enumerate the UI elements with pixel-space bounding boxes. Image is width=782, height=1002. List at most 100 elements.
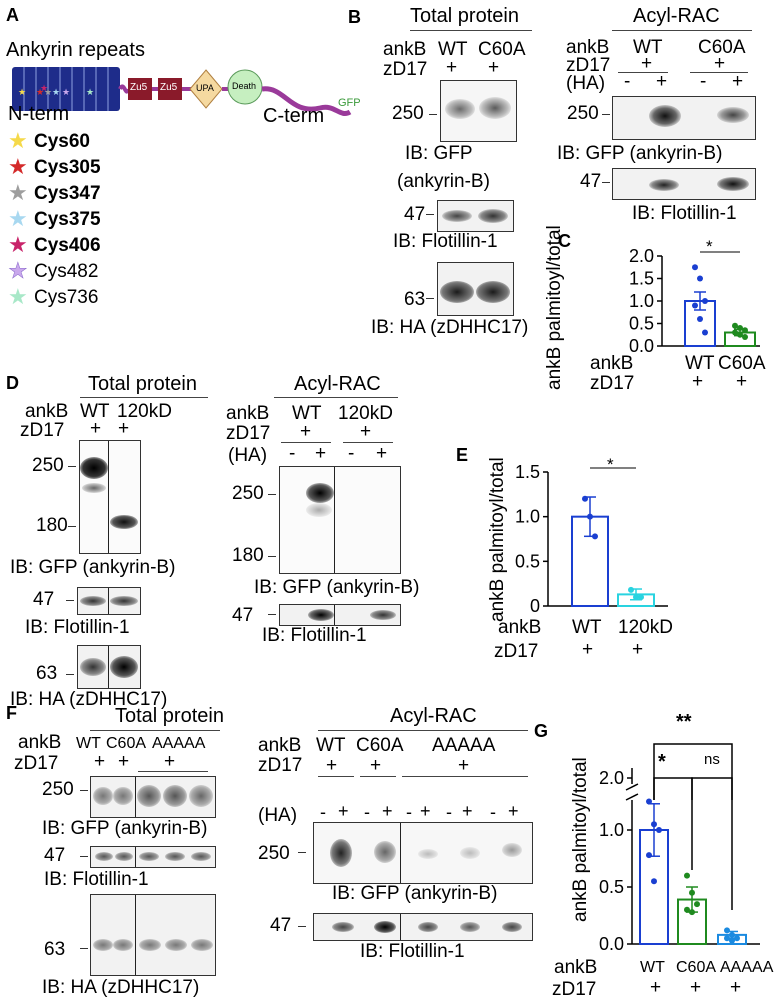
panel-f-letter: F	[6, 703, 17, 723]
cys736-star-icon: ★	[8, 284, 28, 309]
e-row-zd17: zD17	[494, 641, 539, 662]
e-plus-2: +	[632, 639, 644, 660]
d-acyl-title: Acyl-RAC	[294, 373, 381, 395]
f-acyl-m4: -	[446, 802, 452, 822]
svg-text:★: ★	[62, 87, 70, 97]
d-acyl-mw-180: 180	[232, 545, 264, 566]
d-acyl-flot-blot	[279, 604, 401, 626]
b-acyl-mw-47: 47	[580, 171, 602, 192]
g-ylabel: ankB palmitoyl/total	[570, 757, 591, 922]
f-acyl-ib-flot: IB: Flotillin-1	[360, 941, 465, 962]
data-point	[697, 275, 703, 282]
y-tick-label: 0.0	[599, 934, 624, 954]
data-point	[638, 594, 644, 601]
d-plus-2: +	[118, 418, 130, 439]
f-total-flot-blot	[90, 846, 216, 868]
data-point	[656, 827, 662, 833]
data-point	[724, 935, 730, 942]
g-plus-2: +	[690, 977, 702, 998]
f-zd17: zD17	[14, 753, 59, 774]
b-c60a-label: C60A	[478, 39, 526, 60]
y-tick-label: 1.0	[515, 507, 540, 527]
cys305-label: Cys305	[34, 157, 101, 178]
d-acyl-minus-1: -	[289, 443, 296, 464]
data-point	[732, 329, 738, 336]
f-acyl-aaaaa: AAAAA	[432, 735, 496, 756]
d-acyl-plus-1: +	[300, 421, 312, 442]
d-mw-47: 47	[33, 589, 55, 610]
d-ib-gfp: IB: GFP (ankyrin-B)	[10, 557, 176, 578]
data-point	[737, 331, 743, 338]
panel-a-title: Ankyrin repeats	[6, 39, 145, 61]
f-plus-2: +	[118, 751, 130, 772]
g-row-zd17: zD17	[552, 979, 597, 1000]
f-acyl-m1: -	[320, 802, 326, 822]
data-point	[651, 878, 657, 885]
y-tick-label: 0.5	[629, 314, 654, 334]
f-acyl-mw-47: 47	[270, 915, 292, 936]
data-point	[633, 594, 639, 601]
f-mw-250: 250	[42, 779, 74, 800]
d-acyl-ib-gfp: IB: GFP (ankyrin-B)	[254, 577, 420, 598]
data-point	[742, 327, 748, 334]
svg-text:★: ★	[52, 87, 60, 97]
c-plus-1: +	[692, 371, 704, 392]
f-acyl-ib-gfp: IB: GFP (ankyrin-B)	[332, 883, 498, 904]
b-mw-250: 250	[392, 103, 424, 124]
d-acyl-gfp-blot	[279, 466, 401, 574]
data-point	[628, 586, 634, 593]
data-point	[689, 889, 695, 896]
b-ib-gfp: IB: GFP	[405, 143, 473, 164]
data-point	[729, 937, 735, 944]
data-point	[697, 316, 703, 322]
f-mw-63: 63	[44, 939, 66, 960]
cterm-label: C-term	[263, 105, 325, 127]
e-row-ankb: ankB	[498, 617, 542, 638]
zu5-label-2: Zu5	[160, 82, 178, 93]
d-acyl-zd17: zD17	[226, 423, 271, 444]
d-acyl-120kd: 120kD	[338, 403, 393, 424]
y-tick-label: 0.5	[599, 877, 624, 897]
b-acyl-plus-3: +	[656, 71, 668, 92]
d-acyl-plus-3: +	[315, 443, 327, 464]
c-row-ankb: ankB	[590, 353, 634, 374]
cys482-label: Cys482	[34, 261, 99, 282]
f-acyl-p1: +	[338, 801, 349, 821]
g-sig-big: **	[676, 711, 692, 733]
y-tick-label: 2.0	[629, 246, 654, 266]
nterm-label: N-term	[8, 103, 70, 125]
b-acyl-ib-gfp: IB: GFP (ankyrin-B)	[557, 143, 723, 164]
b-plus-2: +	[488, 57, 500, 78]
panel-c-letter: C	[558, 231, 571, 251]
y-tick-label: 2.0	[599, 768, 624, 788]
f-acyl-m5: -	[490, 802, 496, 822]
data-point	[702, 298, 708, 304]
data-point	[646, 852, 652, 859]
d-ib-ha: IB: HA (zDHHC17)	[10, 689, 168, 710]
d-total-flot-blot	[77, 587, 141, 615]
y-tick-label: 0.5	[515, 551, 540, 571]
sig-bracket-wt-aaaaa	[653, 743, 733, 800]
data-point	[646, 798, 652, 805]
f-ankb: ankB	[18, 732, 62, 753]
cys375-star-icon: ★	[8, 206, 28, 231]
data-point	[592, 533, 598, 540]
cys406-label: Cys406	[34, 235, 101, 256]
d-total-ha-blot	[77, 645, 141, 689]
f-aaaaa: AAAAA	[152, 735, 206, 752]
c-row-zd17: zD17	[590, 373, 635, 394]
b-acyl-plus-4: +	[732, 71, 744, 92]
b-acyl-minus-1: -	[624, 71, 631, 92]
cys60-label: Cys60	[34, 131, 90, 152]
e-cat-wt: WT	[572, 617, 602, 638]
f-ib-gfp: IB: GFP (ankyrin-B)	[42, 818, 208, 839]
f-ib-flot: IB: Flotillin-1	[44, 869, 149, 890]
b-acyl-wt: WT	[633, 37, 663, 58]
b-acyl-zd17: zD17	[566, 55, 611, 76]
f-total-gfp-blot	[90, 776, 216, 818]
b-wt-label: WT	[438, 39, 468, 60]
b-ankyrinb-paren: (ankyrin-B)	[397, 171, 490, 192]
b-acyl-title: Acyl-RAC	[633, 5, 720, 27]
b-total-flot-blot	[437, 200, 514, 232]
